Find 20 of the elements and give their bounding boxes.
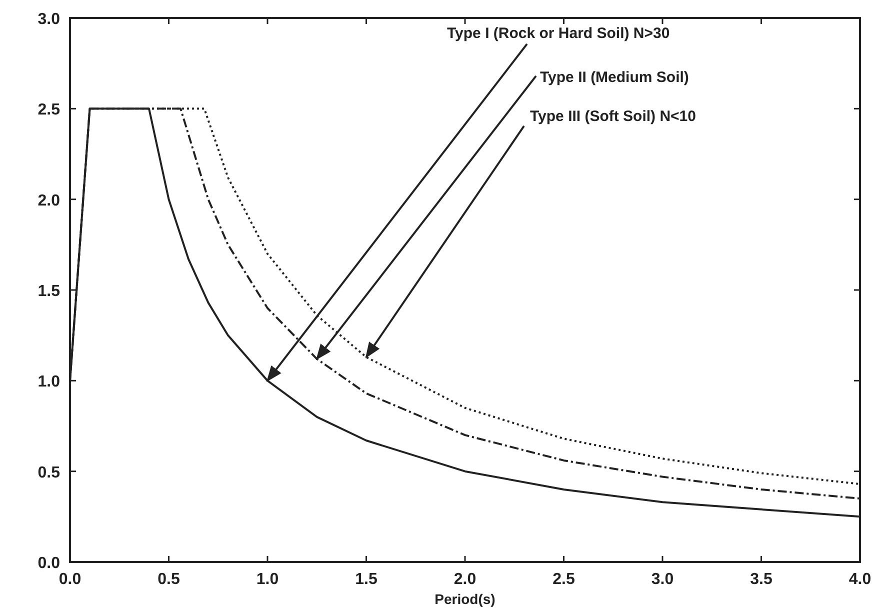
x-tick-label: 2.0 [454, 571, 476, 588]
annotation: Type III (Soft Soil) N<10 [530, 108, 696, 125]
y-tick-label: 1.5 [38, 283, 60, 300]
x-tick-label: 4.0 [848, 571, 872, 588]
x-tick-label: 1.0 [256, 571, 279, 588]
x-tick-label: 2.5 [552, 571, 575, 588]
x-tick-label: 3.0 [651, 571, 674, 588]
y-tick-label: 0.0 [38, 555, 60, 572]
y-tick-label: 3.0 [38, 11, 60, 28]
annotation: Type I (Rock or Hard Soil) N>30 [447, 25, 670, 42]
y-tick-label: 1.0 [38, 374, 60, 391]
x-axis-title: Period(s) [434, 591, 496, 607]
x-tick-label: 3.5 [750, 571, 772, 588]
x-tick-label: 1.5 [355, 571, 378, 588]
x-tick-label: 0.0 [58, 571, 82, 588]
annotation: Type II (Medium Soil) [540, 69, 689, 86]
x-tick-label: 0.5 [158, 571, 180, 588]
y-tick-label: 0.5 [38, 464, 60, 482]
y-tick-label: 2.0 [38, 192, 60, 210]
y-tick-label: 2.5 [38, 102, 60, 119]
